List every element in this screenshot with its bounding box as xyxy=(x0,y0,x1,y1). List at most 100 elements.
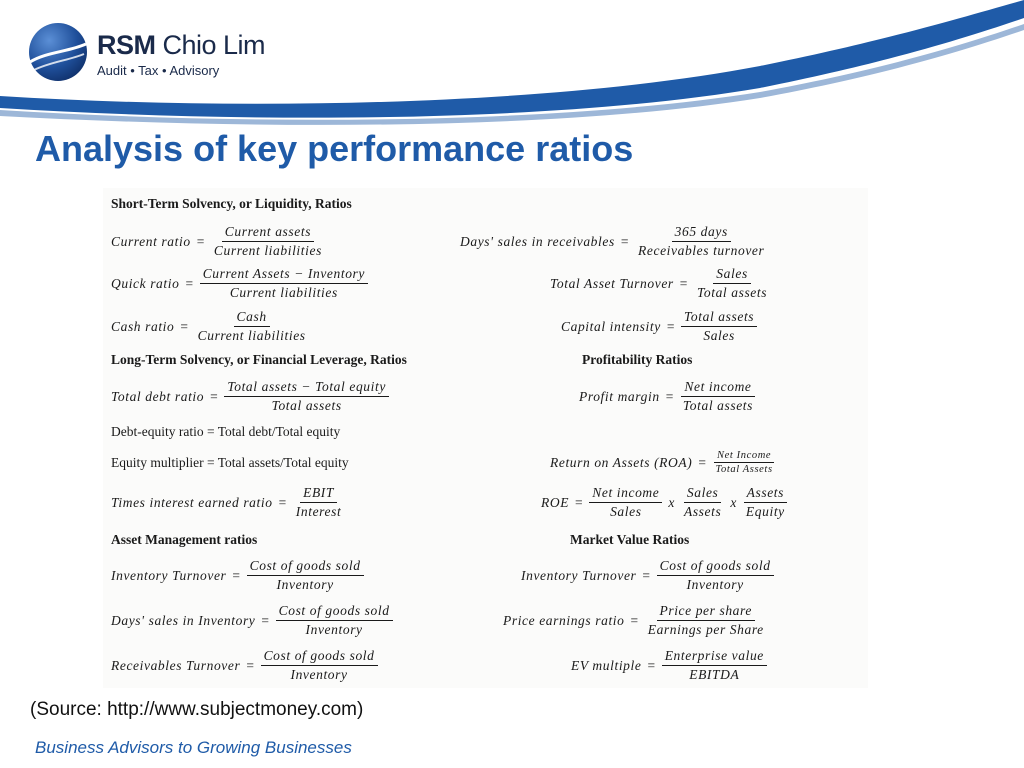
formula-quick-ratio: Quick ratio = Current Assets − Inventory… xyxy=(111,266,369,301)
equals-sign: = xyxy=(196,233,205,249)
fraction: 365 days Receivables turnover xyxy=(635,224,767,259)
equals-sign: = xyxy=(261,612,270,628)
slide-title: Analysis of key performance ratios xyxy=(35,128,634,169)
denominator: Total assets xyxy=(697,285,768,300)
formula-days-sales-inventory: Days' sales in Inventory = Cost of goods… xyxy=(111,603,393,638)
section-asset-management: Asset Management ratios xyxy=(111,532,258,547)
denominator: Total Assets xyxy=(715,464,773,475)
numerator: Net Income xyxy=(714,450,775,463)
section-liquidity: Short-Term Solvency, or Liquidity, Ratio… xyxy=(111,196,352,211)
denominator: Interest xyxy=(295,504,342,519)
equals-sign: = xyxy=(246,657,255,673)
formula-label: Total debt ratio xyxy=(111,388,205,404)
formula-label: Inventory Turnover xyxy=(521,567,637,583)
footer-tagline: Business Advisors to Growing Businesses xyxy=(35,738,352,757)
equals-sign: = xyxy=(665,388,674,404)
denominator: Total assets xyxy=(682,398,754,413)
numerator: Enterprise value xyxy=(661,648,767,666)
fraction: Enterprise value EBITDA xyxy=(661,648,767,683)
numerator: Sales xyxy=(713,266,751,284)
formula-capital-intensity: Capital intensity = Total assets Sales xyxy=(561,309,758,344)
brand-tagline: Audit • Tax • Advisory xyxy=(97,63,220,78)
denominator: Current liabilities xyxy=(197,328,306,343)
numerator: Total assets xyxy=(681,309,758,327)
formula-label: EV multiple xyxy=(571,657,642,673)
numerator: Net income xyxy=(681,379,755,397)
formula-debt-equity-ratio: Debt-equity ratio = Total debt/Total equ… xyxy=(111,424,341,439)
denominator: Receivables turnover xyxy=(638,243,765,258)
formula-receivables-turnover: Receivables Turnover = Cost of goods sol… xyxy=(111,648,378,683)
equals-sign: = xyxy=(185,275,194,291)
formula-total-asset-turnover: Total Asset Turnover = Sales Total asset… xyxy=(550,266,770,301)
formula-label: Total Asset Turnover xyxy=(550,275,674,291)
formula-profit-margin: Profit margin = Net income Total assets xyxy=(579,379,756,414)
fraction: Cost of goods sold Inventory xyxy=(246,558,364,593)
equals-sign: = xyxy=(666,318,676,334)
formula-return-on-assets: Return on Assets (ROA) = Net Income Tota… xyxy=(550,450,776,475)
formula-label: Receivables Turnover xyxy=(111,657,241,673)
brand-name: RSM Chio Lim xyxy=(97,30,266,61)
formula-label: Return on Assets (ROA) xyxy=(550,454,693,470)
formula-label: Inventory Turnover xyxy=(111,567,227,583)
brand-name-regular: Chio Lim xyxy=(155,30,266,60)
denominator: Total assets xyxy=(271,398,342,413)
fraction: Net income Sales xyxy=(589,485,663,520)
formula-label: Capital intensity xyxy=(561,318,661,334)
formula-cash-ratio: Cash ratio = Cash Current liabilities xyxy=(111,309,309,344)
fraction: Total assets − Total equity Total assets xyxy=(224,379,389,414)
denominator: Current liabilities xyxy=(229,285,338,300)
formula-equity-multiplier: Equity multiplier = Total assets/Total e… xyxy=(111,455,349,470)
numerator: Cost of goods sold xyxy=(260,648,378,666)
numerator: Cash xyxy=(233,309,270,327)
numerator: Total assets − Total equity xyxy=(224,379,389,397)
numerator: Current assets xyxy=(221,224,315,242)
fraction: EBIT Interest xyxy=(293,485,345,520)
denominator: Inventory xyxy=(686,577,744,592)
equals-sign: = xyxy=(620,233,630,249)
header-swoosh xyxy=(0,0,1024,125)
numerator: Assets xyxy=(743,485,788,503)
fraction: Current assets Current liabilities xyxy=(211,224,325,259)
equals-sign: = xyxy=(679,275,688,291)
fraction: Total assets Sales xyxy=(681,309,758,344)
source-citation: (Source: http://www.subjectmoney.com) xyxy=(30,699,364,720)
equals-sign: = xyxy=(630,612,639,628)
formula-label: Days' sales in Inventory xyxy=(111,612,256,628)
numerator: Cost of goods sold xyxy=(656,558,774,576)
ratio-formula-panel xyxy=(103,188,868,688)
numerator: Price per share xyxy=(656,603,755,621)
denominator: Inventory xyxy=(290,667,348,682)
formula-label: Profit margin xyxy=(579,388,660,404)
denominator: Inventory xyxy=(276,577,334,592)
formula-label: Cash ratio xyxy=(111,318,175,334)
section-leverage: Long-Term Solvency, or Financial Leverag… xyxy=(111,352,407,367)
fraction: Assets Equity xyxy=(743,485,788,520)
numerator: 365 days xyxy=(671,224,731,242)
denominator: Assets xyxy=(683,504,722,519)
times-sign: x xyxy=(668,494,675,510)
fraction: Net Income Total Assets xyxy=(713,450,776,475)
equals-sign: = xyxy=(575,494,584,510)
formula-price-earnings-ratio: Price earnings ratio = Price per share E… xyxy=(503,603,767,638)
numerator: Cost of goods sold xyxy=(275,603,393,621)
denominator: Sales xyxy=(703,328,735,343)
section-market-value: Market Value Ratios xyxy=(570,532,690,547)
equals-sign: = xyxy=(180,318,189,334)
formula-ev-multiple: EV multiple = Enterprise value EBITDA xyxy=(571,648,767,683)
numerator: Net income xyxy=(589,485,663,503)
formula-days-sales-receivables: Days' sales in receivables = 365 days Re… xyxy=(460,224,767,259)
equals-sign: = xyxy=(232,567,241,583)
equals-sign: = xyxy=(278,494,287,510)
formula-label: Times interest earned ratio xyxy=(111,494,273,510)
fraction: Cash Current liabilities xyxy=(195,309,309,344)
formula-inventory-turnover-left: Inventory Turnover = Cost of goods sold … xyxy=(111,558,364,593)
formula-label: Price earnings ratio xyxy=(503,612,625,628)
denominator: Equity xyxy=(745,504,785,519)
formula-label: ROE xyxy=(541,494,570,510)
formula-current-ratio: Current ratio = Current assets Current l… xyxy=(111,224,325,259)
equals-sign: = xyxy=(210,388,219,404)
formula-label: Quick ratio xyxy=(111,275,180,291)
fraction: Cost of goods sold Inventory xyxy=(275,603,393,638)
fraction: Cost of goods sold Inventory xyxy=(656,558,774,593)
fraction: Current Assets − Inventory Current liabi… xyxy=(199,266,369,301)
